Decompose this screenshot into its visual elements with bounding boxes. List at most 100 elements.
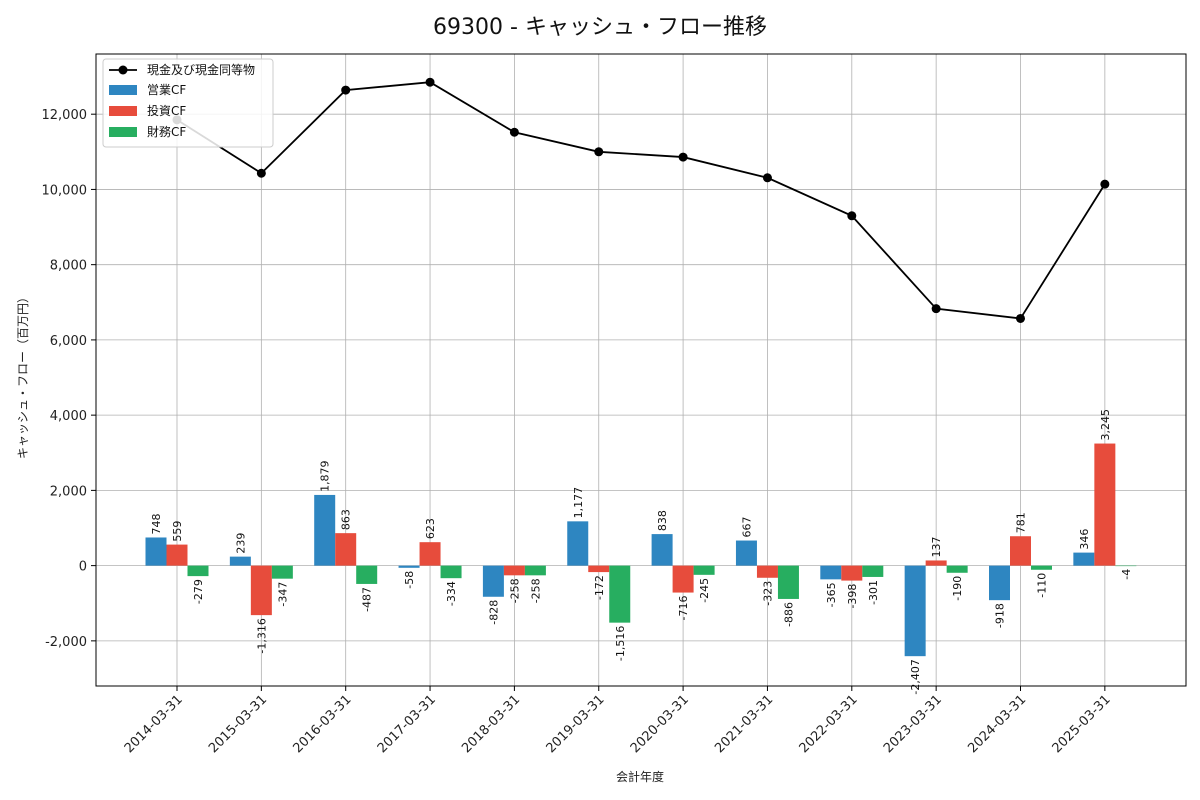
bar-value-label: -828 [487, 600, 500, 625]
x-tick-label: 2023-03-31 [881, 692, 945, 756]
bar-value-label: 781 [1015, 512, 1028, 533]
legend-line-marker [118, 65, 128, 75]
bar [862, 565, 884, 577]
bar [777, 565, 799, 599]
bar [250, 565, 272, 616]
bar [609, 565, 631, 623]
x-tick-label: 2020-03-31 [628, 692, 692, 756]
bar-value-label: 623 [424, 518, 437, 539]
bar-value-label: -190 [951, 576, 964, 601]
x-tick-label: 2018-03-31 [459, 692, 523, 756]
legend-label: 営業CF [147, 83, 186, 97]
bar-value-label: -1,316 [255, 618, 268, 653]
cash-point [762, 173, 772, 183]
bar-value-label: -110 [1036, 573, 1049, 598]
bar [904, 565, 926, 657]
bar-value-label: -918 [994, 603, 1007, 628]
bar-value-label: -301 [867, 580, 880, 605]
bar [651, 534, 673, 566]
bar-value-label: -886 [782, 602, 795, 627]
x-tick-label: 2014-03-31 [122, 692, 186, 756]
bar [588, 565, 610, 573]
cash-point [931, 304, 941, 314]
bar-value-label: 346 [1078, 529, 1091, 550]
x-tick-label: 2021-03-31 [712, 692, 776, 756]
x-tick-label: 2015-03-31 [206, 692, 270, 756]
bar-value-label: 1,879 [319, 460, 332, 492]
bar [1073, 552, 1095, 566]
bar [314, 494, 336, 566]
y-tick-label: 10,000 [42, 183, 88, 198]
y-tick-label: 4,000 [50, 409, 87, 424]
x-tick-label: 2019-03-31 [544, 692, 608, 756]
bar-value-label: 559 [171, 521, 184, 542]
bar [1031, 565, 1052, 570]
bar-value-label: -2,407 [909, 659, 922, 694]
cash-point [678, 152, 688, 162]
bar-value-label: -245 [698, 578, 711, 603]
bar-value-label: 1,177 [572, 487, 585, 519]
bar-value-label: -487 [361, 587, 374, 612]
bar-value-label: -334 [445, 581, 458, 606]
bar-value-label: -398 [846, 584, 859, 609]
bar [672, 565, 694, 593]
bar [482, 565, 504, 597]
x-tick-label: 2016-03-31 [290, 692, 354, 756]
bar-value-label: -258 [529, 578, 542, 603]
bar [756, 565, 778, 578]
bar-value-label: 239 [234, 533, 247, 554]
bar [335, 533, 357, 566]
x-tick-label: 2024-03-31 [965, 692, 1029, 756]
bar-value-label: 838 [656, 510, 669, 531]
cash-point [256, 168, 266, 178]
chart-title: 69300 - キャッシュ・フロー推移 [433, 15, 767, 40]
cash-point [1016, 313, 1025, 323]
bar [419, 542, 441, 566]
bar [841, 565, 863, 581]
bar [989, 565, 1010, 601]
y-tick-label: -2,000 [45, 635, 87, 650]
bar [356, 565, 378, 584]
cash-point [341, 85, 351, 95]
legend-label: 投資CF [147, 103, 186, 118]
bar [187, 565, 209, 577]
y-tick-label: 6,000 [50, 334, 87, 349]
legend-box [102, 58, 274, 148]
y-tick-label: 0 [79, 560, 87, 575]
bar-value-label: -347 [276, 582, 289, 607]
y-tick-label: 2,000 [50, 484, 87, 499]
bar-value-label: 137 [930, 536, 943, 557]
cash-point [425, 77, 435, 87]
bar-value-label: 748 [150, 513, 163, 534]
bar-value-label: -4 [1120, 569, 1133, 580]
bar [440, 565, 462, 579]
x-tick-label: 2017-03-31 [375, 692, 439, 756]
bar [1115, 565, 1137, 567]
bar-value-label: -172 [593, 575, 606, 600]
plot-frame [95, 53, 1187, 687]
bar-value-label: -323 [761, 581, 774, 606]
bar [503, 565, 525, 576]
bar [166, 544, 188, 566]
bar [735, 540, 757, 566]
bar [946, 565, 968, 573]
bar-value-label: 3,245 [1099, 409, 1112, 441]
bar [925, 560, 947, 566]
bar [693, 565, 715, 575]
bar-value-label: 667 [740, 517, 753, 538]
bar-value-label: -279 [192, 579, 205, 604]
bar-value-label: -258 [508, 578, 521, 603]
legend-label: 財務CF [147, 124, 186, 139]
bar [524, 565, 546, 576]
y-tick-label: 12,000 [42, 108, 88, 123]
cash-line [176, 81, 1106, 320]
x-axis-label: 会計年度 [616, 769, 664, 784]
cash-point [847, 211, 857, 221]
bar [1010, 536, 1031, 566]
bar-value-label: -58 [403, 571, 416, 589]
bar [145, 537, 167, 566]
cash-point [1100, 179, 1110, 189]
x-tick-label: 2025-03-31 [1050, 692, 1114, 756]
cash-point [594, 147, 604, 157]
